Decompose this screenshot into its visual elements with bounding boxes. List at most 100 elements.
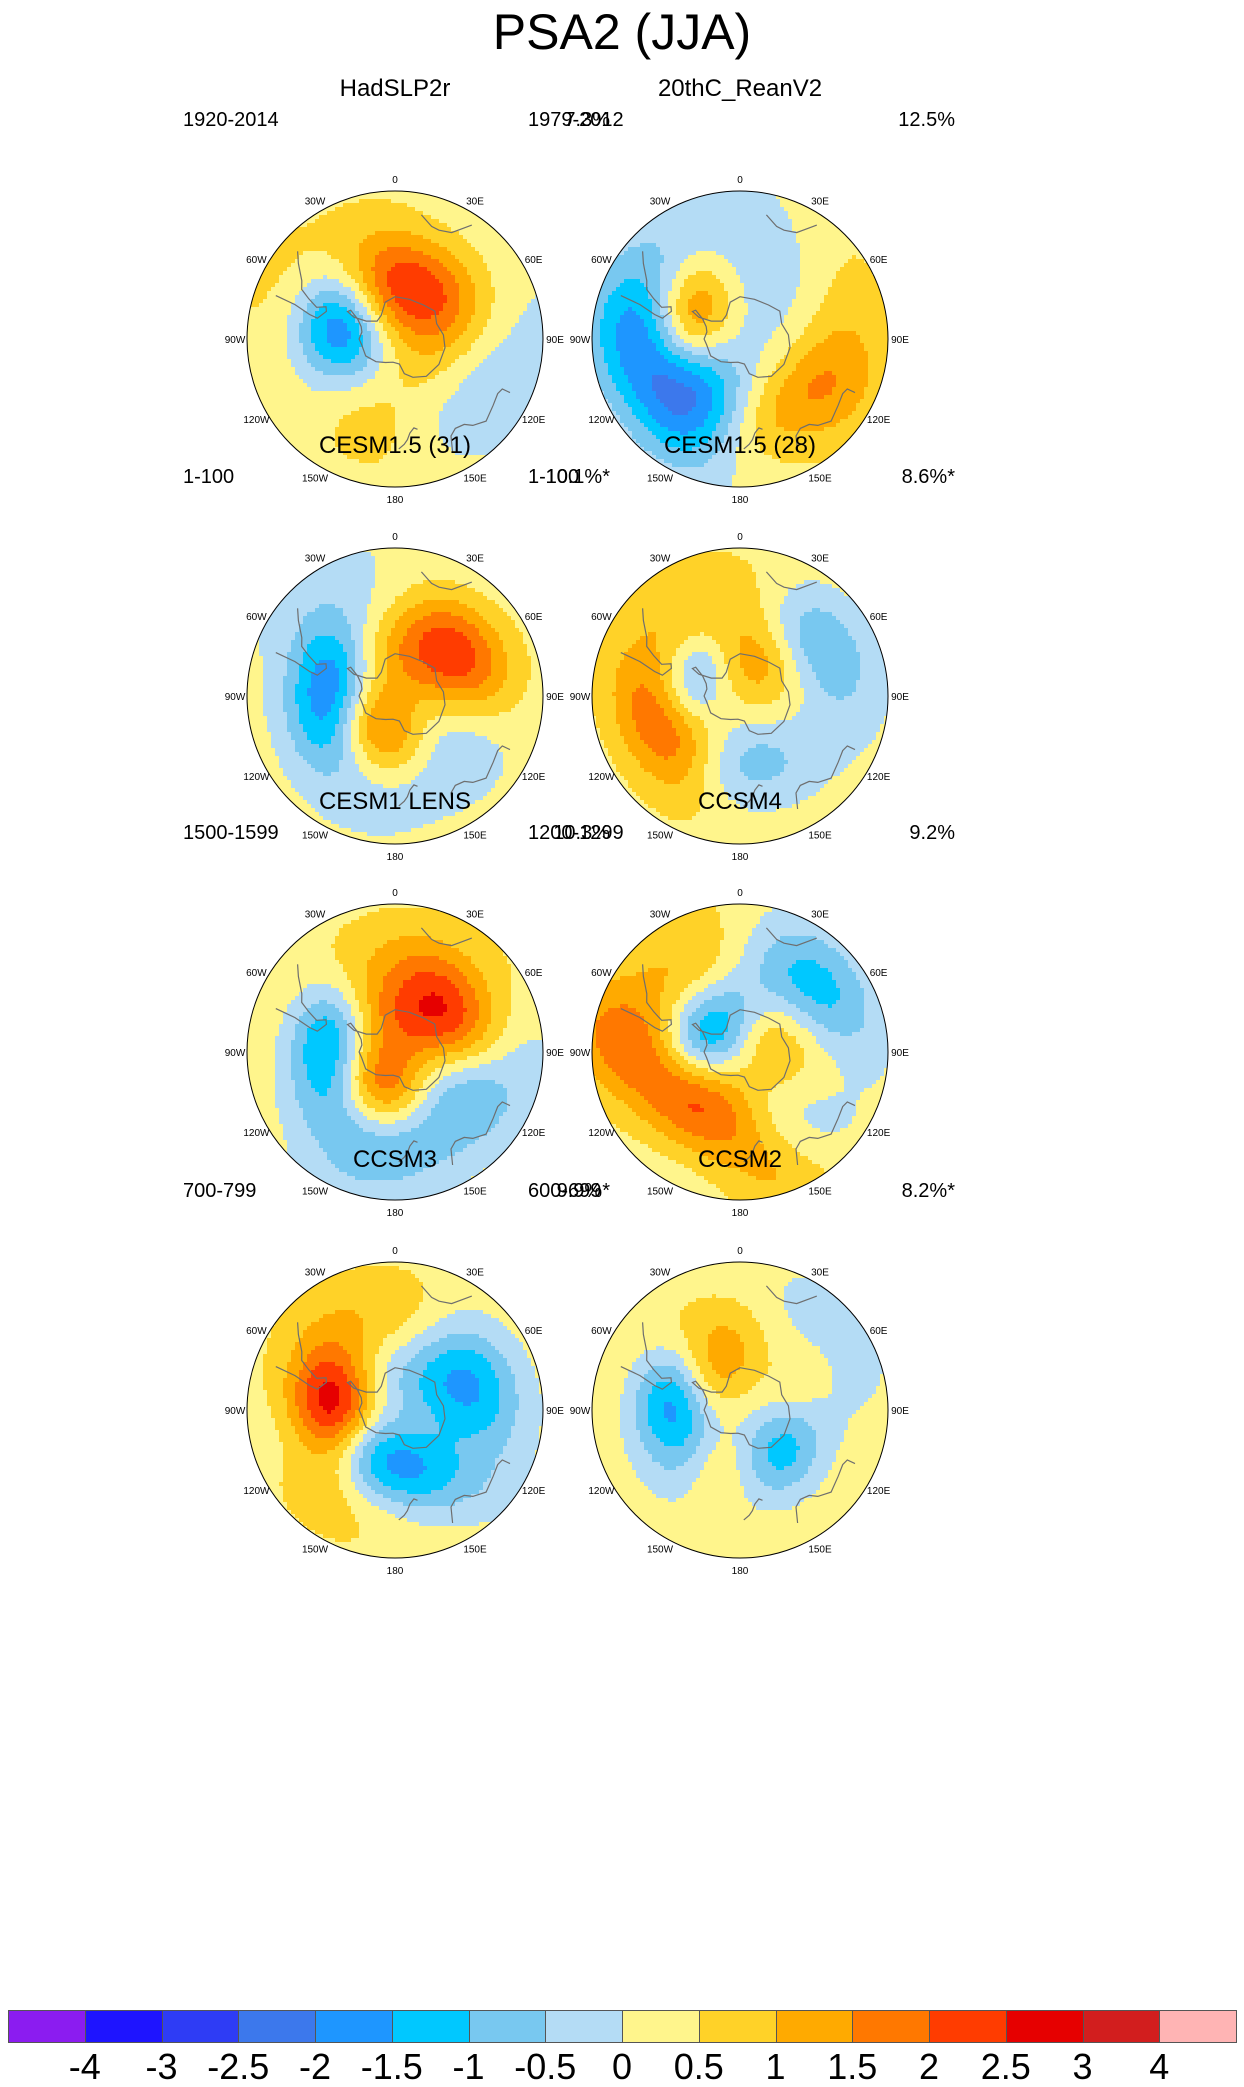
field-cell bbox=[491, 291, 496, 296]
field-cell bbox=[435, 339, 440, 344]
field-cell bbox=[495, 287, 500, 292]
field-cell bbox=[483, 287, 488, 292]
field-cell bbox=[323, 251, 328, 256]
field-cell bbox=[331, 227, 336, 232]
field-cell bbox=[271, 283, 276, 288]
field-cell bbox=[399, 315, 404, 320]
field-cell bbox=[672, 227, 677, 232]
field-cell bbox=[263, 307, 268, 312]
field-cell bbox=[491, 359, 496, 364]
field-cell bbox=[383, 203, 388, 208]
field-cell bbox=[299, 395, 304, 400]
field-cell bbox=[399, 331, 404, 336]
field-cell bbox=[752, 227, 757, 232]
field-cell bbox=[343, 203, 348, 208]
field-cell bbox=[363, 271, 368, 276]
field-cell bbox=[399, 319, 404, 324]
field-cell bbox=[455, 363, 460, 368]
field-cell bbox=[692, 203, 697, 208]
field-cell bbox=[491, 423, 496, 428]
field-cell bbox=[399, 311, 404, 316]
field-cell bbox=[740, 211, 745, 216]
field-cell bbox=[455, 307, 460, 312]
field-cell bbox=[351, 295, 356, 300]
field-cell bbox=[335, 351, 340, 356]
field-cell bbox=[768, 203, 773, 208]
field-cell bbox=[660, 231, 665, 236]
field-cell bbox=[463, 319, 468, 324]
field-cell bbox=[768, 223, 773, 228]
field-cell bbox=[371, 215, 376, 220]
field-cell bbox=[267, 275, 272, 280]
field-cell bbox=[359, 207, 364, 212]
field-cell bbox=[303, 323, 308, 328]
field-cell bbox=[403, 379, 408, 384]
field-cell bbox=[411, 419, 416, 424]
field-cell bbox=[399, 375, 404, 380]
field-cell bbox=[467, 407, 472, 412]
field-cell bbox=[343, 371, 348, 376]
field-cell bbox=[263, 367, 268, 372]
field-cell bbox=[692, 231, 697, 236]
field-cell bbox=[283, 347, 288, 352]
field-cell bbox=[351, 371, 356, 376]
field-cell bbox=[483, 235, 488, 240]
field-cell bbox=[347, 335, 352, 340]
field-cell bbox=[327, 395, 332, 400]
field-cell bbox=[399, 263, 404, 268]
field-cell bbox=[459, 383, 464, 388]
field-cell bbox=[347, 407, 352, 412]
field-cell bbox=[427, 383, 432, 388]
field-cell bbox=[475, 331, 480, 336]
field-cell bbox=[487, 231, 492, 236]
field-cell bbox=[483, 383, 488, 388]
field-cell bbox=[467, 351, 472, 356]
field-cell bbox=[423, 247, 428, 252]
field-cell bbox=[295, 231, 300, 236]
field-cell bbox=[443, 295, 448, 300]
field-cell bbox=[323, 419, 328, 424]
field-cell bbox=[403, 195, 408, 200]
field-cell bbox=[267, 363, 272, 368]
field-cell bbox=[463, 279, 468, 284]
field-cell bbox=[644, 227, 649, 232]
field-cell bbox=[439, 263, 444, 268]
field-cell bbox=[347, 411, 352, 416]
field-cell bbox=[435, 243, 440, 248]
field-cell bbox=[752, 231, 757, 236]
field-cell bbox=[339, 279, 344, 284]
field-cell bbox=[259, 407, 264, 412]
field-cell bbox=[451, 395, 456, 400]
field-cell bbox=[315, 379, 320, 384]
field-cell bbox=[780, 219, 785, 224]
field-cell bbox=[363, 275, 368, 280]
field-cell bbox=[411, 291, 416, 296]
field-cell bbox=[335, 251, 340, 256]
field-cell bbox=[403, 307, 408, 312]
field-cell bbox=[648, 223, 653, 228]
field-cell bbox=[323, 323, 328, 328]
field-cell bbox=[299, 327, 304, 332]
field-cell bbox=[443, 383, 448, 388]
field-cell bbox=[335, 407, 340, 412]
field-cell bbox=[271, 259, 276, 264]
field-cell bbox=[740, 203, 745, 208]
field-cell bbox=[483, 359, 488, 364]
field-cell bbox=[251, 311, 256, 316]
field-cell bbox=[684, 215, 689, 220]
field-cell bbox=[499, 399, 504, 404]
field-cell bbox=[455, 267, 460, 272]
field-cell bbox=[451, 335, 456, 340]
field-cell bbox=[331, 427, 336, 432]
field-cell bbox=[287, 323, 292, 328]
field-cell bbox=[315, 223, 320, 228]
field-cell bbox=[451, 347, 456, 352]
field-cell bbox=[696, 199, 701, 204]
field-cell bbox=[403, 243, 408, 248]
field-cell bbox=[327, 287, 332, 292]
field-cell bbox=[451, 399, 456, 404]
field-cell bbox=[323, 363, 328, 368]
field-cell bbox=[395, 275, 400, 280]
field-cell bbox=[327, 211, 332, 216]
field-cell bbox=[479, 283, 484, 288]
